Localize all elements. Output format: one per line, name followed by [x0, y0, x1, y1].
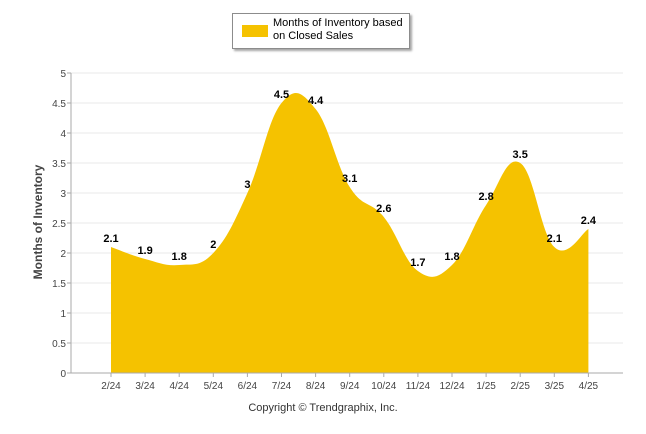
y-tick-label: 4.5	[52, 99, 66, 110]
data-label: 3.1	[342, 173, 357, 185]
y-tick-label: 2	[60, 249, 66, 260]
x-tick-label: 5/24	[204, 381, 224, 392]
legend-swatch	[242, 25, 268, 37]
data-label: 4.4	[308, 95, 324, 107]
x-tick-label: 2/25	[510, 381, 530, 392]
data-label: 3.5	[513, 149, 528, 161]
legend-label: Months of Inventory based on Closed Sale…	[273, 17, 403, 42]
data-label: 2.1	[103, 233, 118, 245]
y-tick-label: 3.5	[52, 159, 66, 170]
x-tick-label: 8/24	[306, 381, 326, 392]
x-tick-label: 2/24	[101, 381, 121, 392]
data-label: 2.4	[581, 215, 597, 227]
y-tick-label: 1	[60, 309, 66, 320]
data-label: 2.6	[376, 203, 391, 215]
x-tick-labels: 2/24 3/24 4/24 5/24 6/24 7/24 8/24 9/24 10/24 11/…	[101, 381, 598, 392]
data-label: 2	[210, 239, 216, 251]
x-tick-label: 10/24	[371, 381, 396, 392]
x-tick-label: 6/24	[238, 381, 258, 392]
y-tick-label: 1.5	[52, 279, 66, 290]
x-tick-label: 4/24	[169, 381, 189, 392]
y-tick-label: 0.5	[52, 339, 66, 350]
x-tick-label: 1/25	[476, 381, 496, 392]
data-label: 4.5	[274, 89, 289, 101]
x-tick-label: 12/24	[439, 381, 464, 392]
axes	[67, 72, 623, 377]
x-tick-label: 9/24	[340, 381, 360, 392]
y-axis-title: Months of Inventory	[31, 164, 45, 279]
series-area	[111, 93, 589, 373]
x-tick-label: 11/24	[406, 381, 431, 392]
data-label: 3	[244, 179, 250, 191]
data-label: 1.8	[444, 251, 459, 263]
data-label: 1.8	[172, 251, 187, 263]
data-label: 1.9	[137, 245, 152, 257]
y-tick-labels: 0 0.5 1 1.5 2 2.5 3 3.5 4 4.5 5	[52, 69, 66, 380]
y-tick-label: 0	[60, 369, 66, 380]
copyright-footer: Copyright © Trendgraphix, Inc.	[248, 402, 398, 414]
x-tick-label: 7/24	[272, 381, 292, 392]
data-label: 2.8	[478, 191, 493, 203]
legend[interactable]: Months of Inventory based on Closed Sale…	[232, 13, 410, 49]
y-tick-label: 2.5	[52, 219, 66, 230]
x-tick-label: 3/25	[545, 381, 565, 392]
x-tick-label: 3/24	[135, 381, 155, 392]
data-label: 2.1	[547, 233, 562, 245]
y-tick-label: 4	[60, 129, 66, 140]
data-label: 1.7	[410, 257, 425, 269]
y-tick-label: 5	[60, 69, 66, 80]
data-labels: 2.1 1.9 1.8 2 3 4.5 4.4 3.1 2.6 1.7 1.8 2.8 3.5 2.1 2.…	[103, 89, 597, 269]
y-tick-label: 3	[60, 189, 66, 200]
x-tick-label: 4/25	[579, 381, 599, 392]
